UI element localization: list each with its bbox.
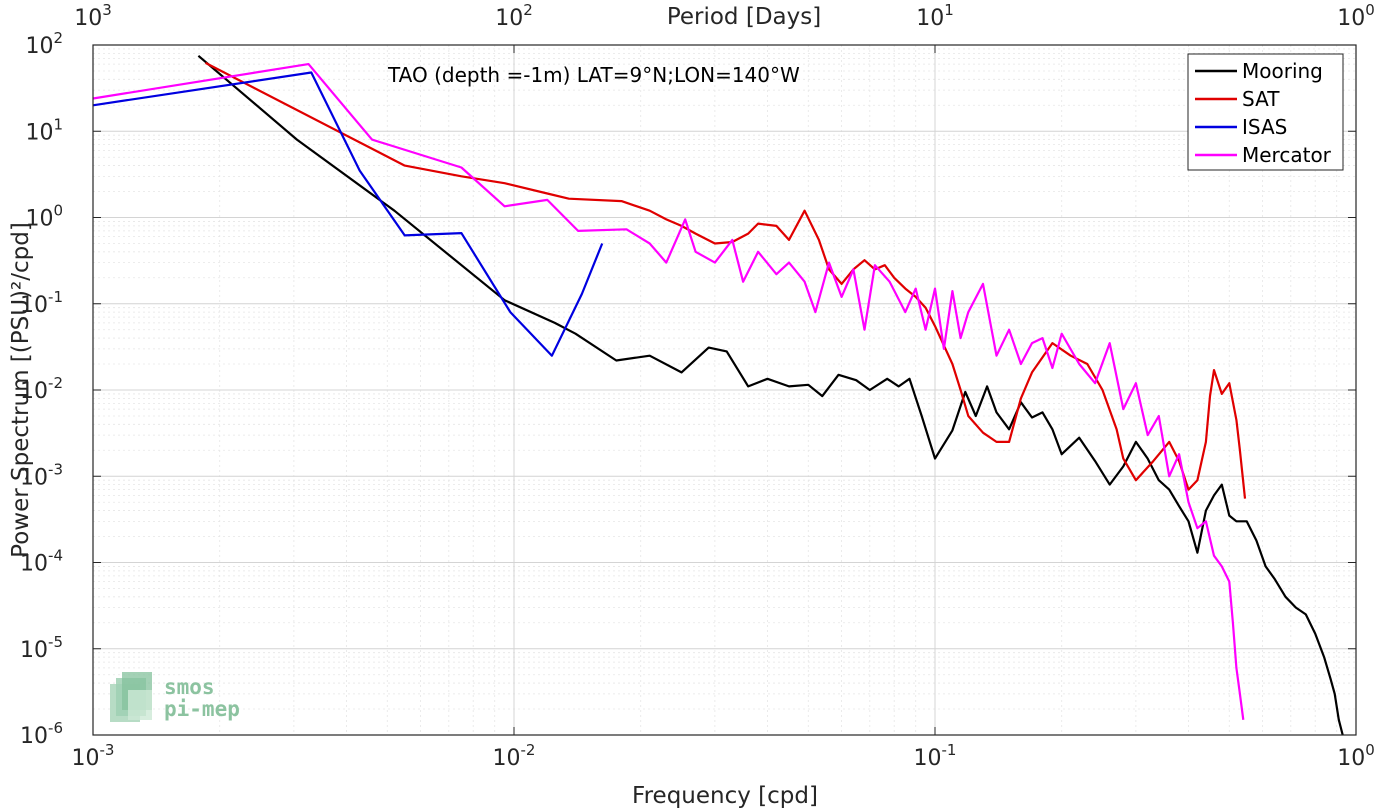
top-tick-label: 101 xyxy=(916,1,954,31)
y-tick-label: 10-6 xyxy=(20,719,63,749)
x-tick-label: 10-2 xyxy=(493,741,536,771)
series-line-mercator xyxy=(92,62,1245,720)
x-axis-label: Frequency [cpd] xyxy=(632,783,818,809)
y-tick-label: 101 xyxy=(25,115,63,145)
legend-label-sat: SAT xyxy=(1242,87,1280,111)
legend-label-isas: ISAS xyxy=(1242,115,1287,139)
top-tick-label: 102 xyxy=(495,1,533,31)
top-tick-label: 103 xyxy=(74,1,112,31)
y-tick-label: 10-5 xyxy=(20,633,63,663)
series-line-isas xyxy=(92,71,604,357)
y-axis-label: Power Spectrum [(PSU)²/cpd] xyxy=(8,222,34,558)
top-axis-label: Period [Days] xyxy=(667,4,821,30)
top-tick-label: 100 xyxy=(1337,1,1375,31)
series-line-mooring xyxy=(197,54,1344,736)
series-layer xyxy=(92,54,1344,736)
legend: Mooring SAT ISAS Mercator xyxy=(1187,53,1344,171)
legend-label-mooring: Mooring xyxy=(1242,59,1323,83)
logo-line1: smos xyxy=(164,675,215,699)
y-tick-label: 102 xyxy=(25,29,63,59)
tick-marks xyxy=(92,44,1357,736)
x-tick-label: 10-3 xyxy=(72,741,115,771)
logo-line2: pi-mep xyxy=(164,697,240,721)
smos-pi-mep-logo: smos pi-mep xyxy=(110,672,240,722)
legend-box xyxy=(1187,53,1344,171)
x-tick-label: 100 xyxy=(1337,741,1375,771)
x-tick-label: 10-1 xyxy=(914,741,957,771)
y-tick-label: 10-3 xyxy=(20,460,63,490)
chart-title: TAO (depth =-1m) LAT=9°N;LON=140°W xyxy=(387,63,800,87)
legend-label-mercator: Mercator xyxy=(1242,143,1332,167)
